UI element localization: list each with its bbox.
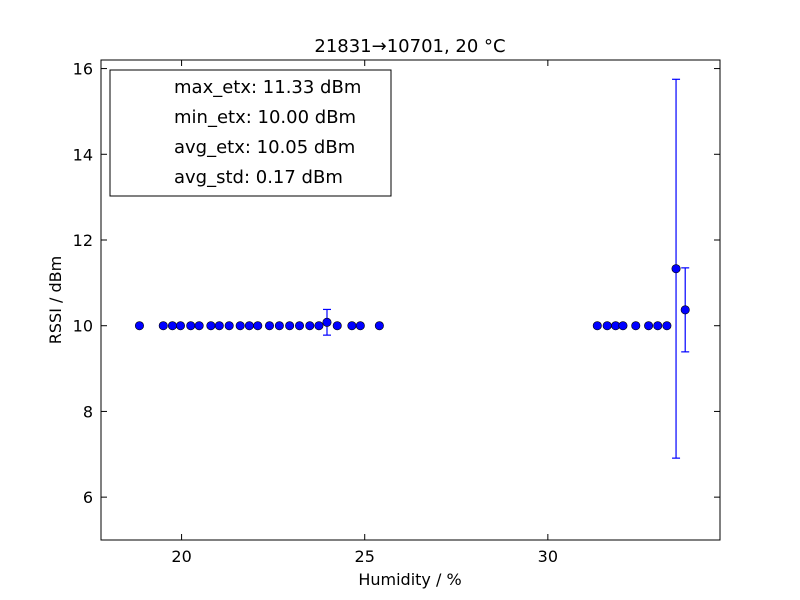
data-point — [253, 321, 263, 331]
x-axis-label: Humidity / % — [358, 570, 461, 589]
data-point — [214, 321, 224, 331]
data-point — [671, 264, 681, 274]
data-point — [602, 321, 612, 331]
data-point — [167, 321, 177, 331]
data-point — [631, 321, 641, 331]
data-point — [305, 321, 315, 331]
data-point — [347, 321, 357, 331]
chart-title: 21831→10701, 20 °C — [314, 36, 505, 57]
legend-entry-min-etx: min_etx: 10.00 dBm — [174, 107, 356, 128]
data-point — [175, 321, 185, 331]
data-point — [618, 321, 628, 331]
x-tick-label: 20 — [171, 547, 191, 566]
y-tick-label: 16 — [73, 60, 93, 79]
y-tick-label: 12 — [73, 231, 93, 250]
data-point — [134, 321, 144, 331]
data-point — [662, 321, 672, 331]
data-point — [644, 321, 654, 331]
data-point — [224, 321, 234, 331]
data-point — [186, 321, 196, 331]
data-point — [206, 321, 216, 331]
y-tick-label: 14 — [73, 145, 93, 164]
data-point — [235, 321, 245, 331]
data-point — [158, 321, 168, 331]
data-point — [274, 321, 284, 331]
data-point — [332, 321, 342, 331]
legend-box — [109, 69, 392, 197]
legend: max_etx: 11.33 dBm min_etx: 10.00 dBm av… — [109, 69, 392, 197]
legend-entry-max-etx: max_etx: 11.33 dBm — [174, 77, 361, 98]
data-point — [680, 305, 690, 315]
data-point — [374, 321, 384, 331]
data-point — [244, 321, 254, 331]
data-point — [295, 321, 305, 331]
data-point — [322, 317, 332, 327]
data-point — [653, 321, 663, 331]
data-point — [355, 321, 365, 331]
data-layer — [134, 78, 690, 459]
legend-entry-avg-std: avg_std: 0.17 dBm — [174, 167, 343, 188]
y-tick-label: 8 — [83, 402, 93, 421]
data-point — [194, 321, 204, 331]
ticks-layer: 20 25 30 6 8 10 12 14 16 — [73, 60, 720, 566]
x-tick-label: 25 — [355, 547, 375, 566]
data-point — [314, 321, 324, 331]
data-point — [285, 321, 295, 331]
data-point — [592, 321, 602, 331]
data-point — [264, 321, 274, 331]
y-tick-label: 10 — [73, 317, 93, 336]
y-axis-label: RSSI / dBm — [46, 256, 65, 344]
legend-entry-avg-etx: avg_etx: 10.05 dBm — [174, 137, 355, 158]
x-tick-label: 30 — [538, 547, 558, 566]
y-tick-label: 6 — [83, 488, 93, 507]
